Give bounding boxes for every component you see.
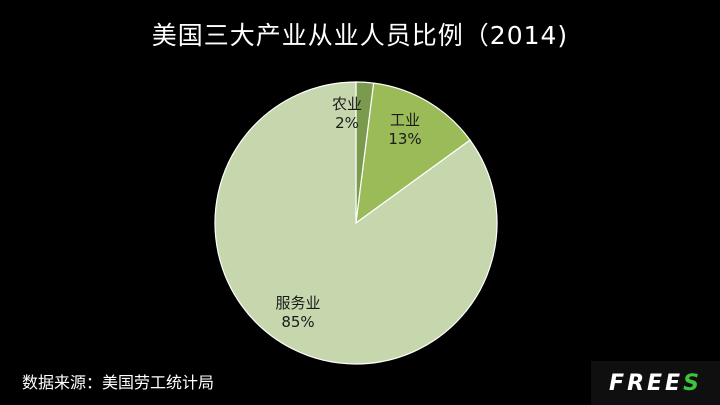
label-name: 农业 [331,95,362,113]
data-source: 数据来源：美国劳工统计局 [22,373,215,392]
label-pct: 2% [335,114,359,132]
slice-label-agriculture: 农业 2% [322,95,372,133]
label-name: 工业 [389,111,420,129]
slice-label-industry: 工业 13% [380,111,430,149]
label-name: 服务业 [275,294,321,312]
chart-title: 美国三大产业从业人员比例（2014) [151,21,569,50]
label-pct: 85% [281,313,315,331]
brand-logo: FREE S [591,361,720,405]
logo-main: FREE [609,370,684,396]
slice-industry [355,82,471,225]
label-pct: 13% [388,130,422,148]
logo-accent: S [683,370,702,396]
slice-services [214,81,498,365]
slice-label-services: 服务业 85% [263,294,333,332]
